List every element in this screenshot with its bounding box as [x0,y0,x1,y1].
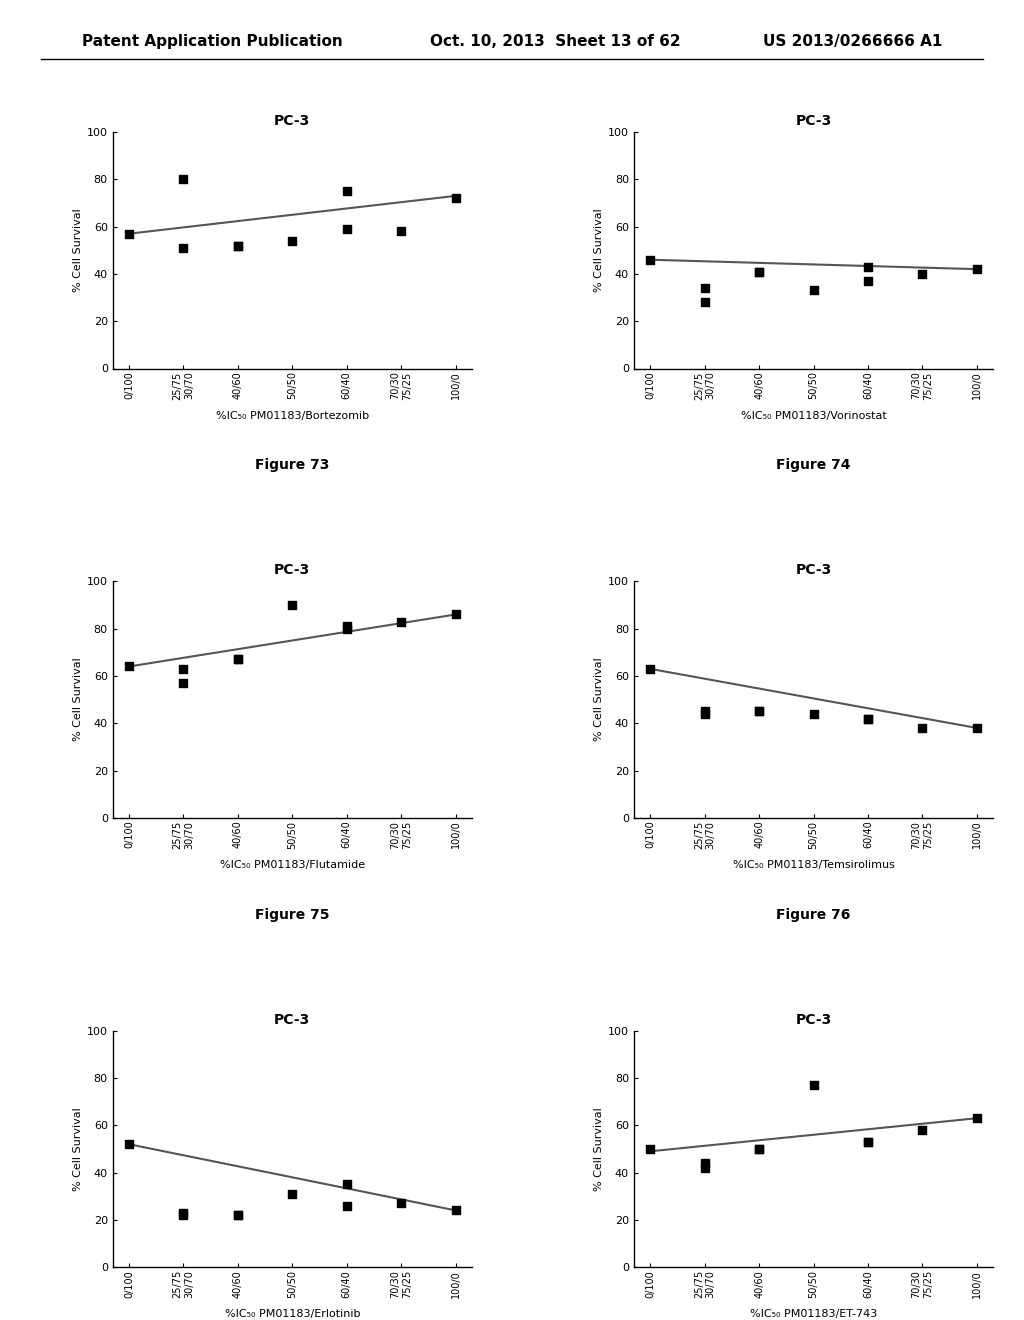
Text: Oct. 10, 2013  Sheet 13 of 62: Oct. 10, 2013 Sheet 13 of 62 [430,34,681,49]
Point [696,277,713,298]
X-axis label: %IC₅₀ PM01183/Vorinostat: %IC₅₀ PM01183/Vorinostat [740,411,887,421]
Title: PC-3: PC-3 [796,564,831,577]
Point [175,659,191,680]
Point [229,649,246,671]
Point [696,1152,713,1173]
Point [751,261,767,282]
Point [285,230,301,251]
Point [393,611,410,632]
Text: US 2013/0266666 A1: US 2013/0266666 A1 [763,34,942,49]
Y-axis label: % Cell Survival: % Cell Survival [73,1107,83,1191]
Point [175,1205,191,1226]
Point [969,718,985,739]
Point [339,181,355,202]
Point [339,1173,355,1195]
Title: PC-3: PC-3 [274,114,310,128]
Point [696,1158,713,1179]
Point [121,223,137,244]
Point [447,605,464,626]
Title: PC-3: PC-3 [796,1012,831,1027]
X-axis label: %IC₅₀ PM01183/Erlotinib: %IC₅₀ PM01183/Erlotinib [224,1309,360,1319]
Text: Patent Application Publication: Patent Application Publication [82,34,343,49]
Point [285,1183,301,1204]
Y-axis label: % Cell Survival: % Cell Survival [73,657,83,742]
Point [751,701,767,722]
Title: PC-3: PC-3 [796,114,831,128]
Point [121,1134,137,1155]
Point [339,1195,355,1216]
Point [751,1138,767,1159]
Point [751,1138,767,1159]
Point [175,672,191,693]
Point [447,187,464,209]
Point [229,649,246,671]
Point [642,659,658,680]
Point [914,718,931,739]
Point [229,1205,246,1226]
Point [339,615,355,636]
Point [914,264,931,285]
Point [860,708,877,729]
Point [860,708,877,729]
Point [696,704,713,725]
Point [696,292,713,313]
Point [229,235,246,256]
Text: Figure 75: Figure 75 [255,908,330,921]
Point [860,271,877,292]
Point [339,618,355,639]
Title: PC-3: PC-3 [274,564,310,577]
Y-axis label: % Cell Survival: % Cell Survival [594,657,604,742]
Point [121,656,137,677]
Point [805,704,821,725]
Point [860,1131,877,1152]
Point [229,235,246,256]
Point [642,249,658,271]
Point [805,1074,821,1096]
Point [969,259,985,280]
Text: Figure 73: Figure 73 [255,458,330,473]
Text: Figure 74: Figure 74 [776,458,851,473]
X-axis label: %IC₅₀ PM01183/Bortezomib: %IC₅₀ PM01183/Bortezomib [216,411,369,421]
Point [393,220,410,242]
Point [175,238,191,259]
Point [914,1119,931,1140]
Text: Figure 76: Figure 76 [776,908,851,921]
Y-axis label: % Cell Survival: % Cell Survival [73,209,83,292]
Point [339,218,355,239]
Y-axis label: % Cell Survival: % Cell Survival [594,209,604,292]
Title: PC-3: PC-3 [274,1012,310,1027]
Point [860,256,877,277]
X-axis label: %IC₅₀ PM01183/Flutamide: %IC₅₀ PM01183/Flutamide [220,861,365,870]
Point [969,1107,985,1129]
Point [860,1131,877,1152]
Point [642,1138,658,1159]
Point [751,261,767,282]
X-axis label: %IC₅₀ PM01183/ET-743: %IC₅₀ PM01183/ET-743 [750,1309,878,1319]
Point [229,1205,246,1226]
Point [175,1203,191,1224]
Point [696,701,713,722]
Point [751,701,767,722]
Y-axis label: % Cell Survival: % Cell Survival [594,1107,604,1191]
X-axis label: %IC₅₀ PM01183/Temsirolimus: %IC₅₀ PM01183/Temsirolimus [732,861,895,870]
Point [447,1200,464,1221]
Point [393,1193,410,1214]
Point [805,280,821,301]
Point [285,594,301,615]
Point [175,169,191,190]
